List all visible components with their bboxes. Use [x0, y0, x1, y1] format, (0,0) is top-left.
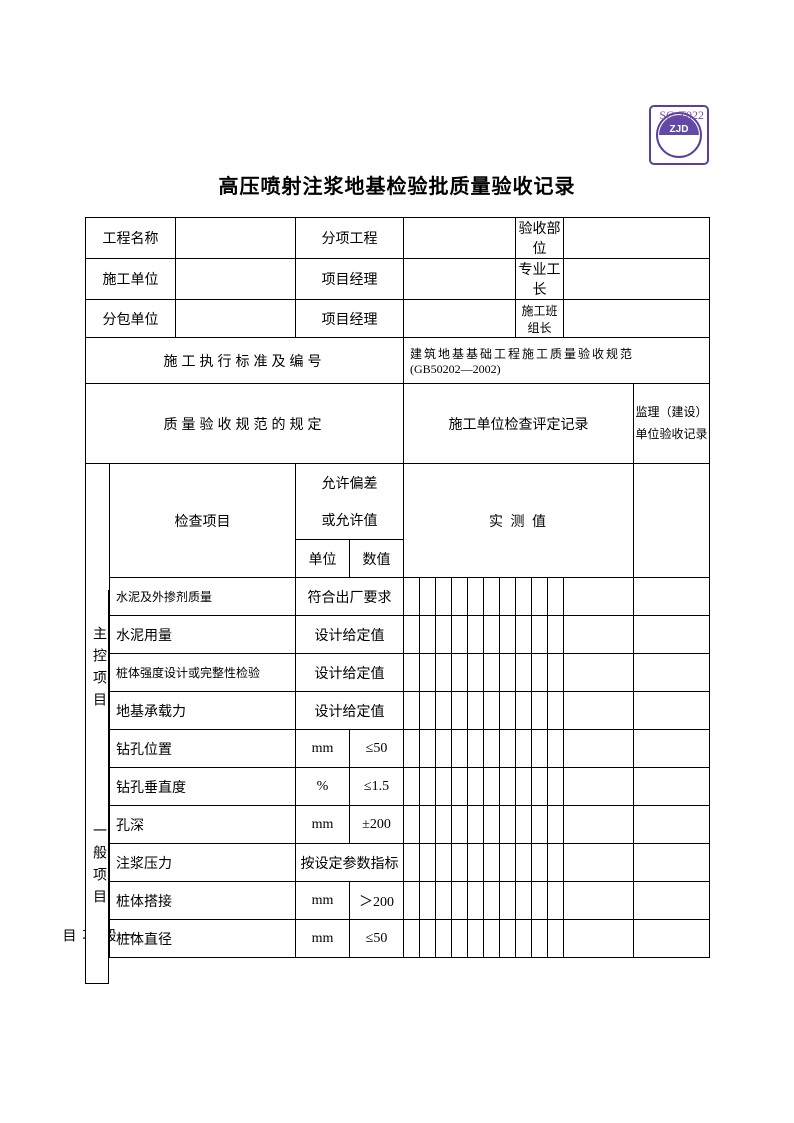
header-row-3: 分包单位 项目经理 施工班组长	[86, 300, 710, 338]
item-tolerance: 设计给定值	[296, 616, 404, 654]
measured-cell	[404, 578, 420, 616]
main-row-3: 地基承载力 设计给定值	[86, 692, 710, 730]
super-cell	[634, 578, 710, 616]
label-foreman: 专业工长	[516, 259, 564, 300]
label-pm1: 项目经理	[296, 259, 404, 300]
col-value: 数值	[350, 540, 404, 578]
item-tolerance: 设计给定值	[296, 692, 404, 730]
main-row-1: 水泥用量 设计给定值	[86, 616, 710, 654]
item-name: 地基承载力	[110, 692, 296, 730]
item-name: 孔深	[110, 806, 296, 844]
col-header-row-1: 主控项目 检查项目 允许偏差 实 测 值	[86, 464, 710, 502]
item-unit: mm	[296, 806, 350, 844]
item-unit: mm	[296, 920, 350, 958]
item-value: ＞200	[350, 882, 404, 920]
general-row-4: 桩体搭接 mm ＞200	[86, 882, 710, 920]
main-row-0: 水泥及外掺剂质量 符合出厂要求	[86, 578, 710, 616]
item-name: 桩体搭接	[110, 882, 296, 920]
general-row-5: 一般项目 桩体直径 mm ≤50	[86, 920, 710, 958]
doc-code: SG-T022	[659, 108, 704, 123]
item-unit: mm	[296, 882, 350, 920]
field-standard: 建筑地基基础工程施工质量验收规范 (GB50202—2002)	[404, 338, 710, 384]
col-unit: 单位	[296, 540, 350, 578]
standard-row: 施工执行标准及编号 建筑地基基础工程施工质量验收规范 (GB50202—2002…	[86, 338, 710, 384]
item-value: ≤50	[350, 920, 404, 958]
field-project-name	[176, 218, 296, 259]
field-sub-project	[404, 218, 516, 259]
item-tolerance: 按设定参数指标	[296, 844, 404, 882]
standard-code: (GB50202—2002)	[410, 362, 703, 377]
general-row-3: 注浆压力 按设定参数指标	[86, 844, 710, 882]
item-unit: %	[296, 768, 350, 806]
col-measured: 实 测 值	[404, 464, 634, 578]
item-tolerance: 设计给定值	[296, 654, 404, 692]
field-pm2	[404, 300, 516, 338]
main-row-2: 桩体强度设计或完整性检验 设计给定值	[86, 654, 710, 692]
field-pm1	[404, 259, 516, 300]
standard-name: 建筑地基基础工程施工质量验收规范	[410, 345, 703, 362]
general-row-1: 钻孔垂直度 % ≤1.5	[86, 768, 710, 806]
group-general-overlay: 一般项目	[85, 750, 109, 984]
record-cell	[564, 578, 634, 616]
label-record: 施工单位检查评定记录	[404, 384, 634, 464]
label-standard: 施工执行标准及编号	[86, 338, 404, 384]
item-name: 桩体直径	[110, 920, 296, 958]
item-value: ≤50	[350, 730, 404, 768]
item-name: 水泥用量	[110, 616, 296, 654]
item-unit: mm	[296, 730, 350, 768]
inspection-form-table: 工程名称 分项工程 验收部位 施工单位 项目经理 专业工长 分包单位 项目经理 …	[85, 217, 710, 958]
col-or-allow: 或允许值	[296, 502, 404, 540]
item-name: 水泥及外掺剂质量	[110, 578, 296, 616]
item-value: ≤1.5	[350, 768, 404, 806]
general-row-2: 孔深 mm ±200	[86, 806, 710, 844]
label-spec: 质量验收规范的规定	[86, 384, 404, 464]
label-accept-part: 验收部位	[516, 218, 564, 259]
svg-text:ZJD: ZJD	[670, 124, 689, 135]
item-name: 钻孔位置	[110, 730, 296, 768]
item-tolerance: 符合出厂要求	[296, 578, 404, 616]
field-foreman	[564, 259, 710, 300]
item-name: 钻孔垂直度	[110, 768, 296, 806]
item-value: ±200	[350, 806, 404, 844]
field-accept-part	[564, 218, 710, 259]
field-contractor	[176, 259, 296, 300]
section-header-row: 质量验收规范的规定 施工单位检查评定记录 监理（建设） 单位验收记录	[86, 384, 710, 464]
label-contractor: 施工单位	[86, 259, 176, 300]
label-project-name: 工程名称	[86, 218, 176, 259]
col-blank-right	[634, 464, 710, 578]
header-row-2: 施工单位 项目经理 专业工长	[86, 259, 710, 300]
field-team-leader	[564, 300, 710, 338]
header-row-1: 工程名称 分项工程 验收部位	[86, 218, 710, 259]
label-team-leader: 施工班组长	[516, 300, 564, 338]
general-row-0: 钻孔位置 mm ≤50	[86, 730, 710, 768]
label-pm2: 项目经理	[296, 300, 404, 338]
item-name: 桩体强度设计或完整性检验	[110, 654, 296, 692]
group-main-overlay: 主控项目	[85, 590, 109, 750]
field-subcontractor	[176, 300, 296, 338]
col-check-item: 检查项目	[110, 464, 296, 578]
label-supervision: 监理（建设） 单位验收记录	[634, 384, 710, 464]
col-tolerance: 允许偏差	[296, 464, 404, 502]
label-sub-project: 分项工程	[296, 218, 404, 259]
label-subcontractor: 分包单位	[86, 300, 176, 338]
page-title: 高压喷射注浆地基检验批质量验收记录	[85, 170, 709, 199]
item-name: 注浆压力	[110, 844, 296, 882]
